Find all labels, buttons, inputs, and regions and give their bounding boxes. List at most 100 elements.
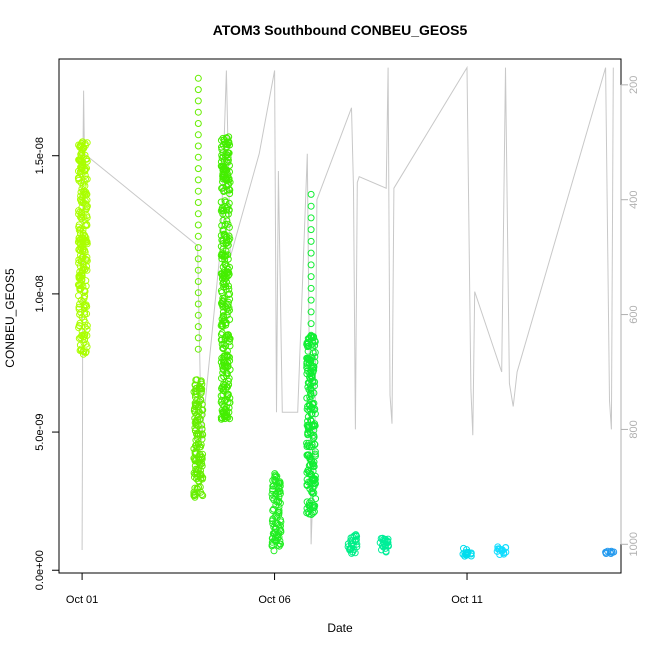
data-point bbox=[194, 131, 202, 139]
data-point bbox=[220, 359, 228, 367]
data-point bbox=[308, 479, 316, 487]
data-point bbox=[194, 470, 202, 478]
data-point bbox=[384, 541, 392, 549]
data-point bbox=[307, 506, 314, 514]
data-point bbox=[75, 271, 83, 279]
data-point bbox=[194, 311, 202, 319]
data-point bbox=[274, 520, 282, 528]
data-point bbox=[194, 255, 202, 263]
data-point bbox=[269, 515, 277, 523]
data-point bbox=[224, 291, 232, 299]
data-point bbox=[190, 490, 198, 498]
data-point bbox=[307, 284, 315, 292]
data-point bbox=[307, 410, 315, 418]
cluster-2 bbox=[194, 74, 202, 353]
data-point bbox=[303, 360, 311, 368]
data-point bbox=[303, 339, 311, 347]
data-point bbox=[309, 423, 316, 431]
data-point bbox=[194, 232, 202, 240]
data-point bbox=[75, 292, 82, 300]
data-point bbox=[221, 335, 229, 343]
data-point bbox=[196, 455, 204, 463]
data-point bbox=[309, 489, 317, 497]
data-point bbox=[83, 220, 91, 228]
data-point bbox=[378, 546, 385, 554]
x-tick-label: Oct 06 bbox=[258, 594, 290, 606]
data-point bbox=[306, 499, 313, 507]
data-point bbox=[194, 278, 202, 285]
data-point bbox=[307, 356, 315, 364]
data-point bbox=[78, 149, 85, 157]
data-point bbox=[77, 166, 85, 174]
data-point bbox=[221, 220, 229, 228]
cluster-8 bbox=[376, 534, 392, 556]
data-point bbox=[348, 549, 356, 557]
data-point bbox=[191, 427, 199, 435]
data-point bbox=[194, 142, 202, 150]
data-point bbox=[80, 316, 88, 324]
data-point bbox=[344, 543, 352, 551]
data-point bbox=[199, 431, 207, 439]
data-point bbox=[77, 251, 84, 259]
data-point bbox=[194, 473, 202, 481]
data-point bbox=[218, 299, 225, 307]
cluster-0 bbox=[74, 138, 91, 358]
data-point bbox=[219, 174, 227, 181]
data-point bbox=[269, 534, 277, 542]
cluster-9 bbox=[459, 544, 475, 560]
data-point bbox=[269, 482, 277, 490]
data-point bbox=[224, 203, 232, 211]
data-point bbox=[310, 366, 318, 374]
cluster-1 bbox=[190, 376, 207, 501]
data-point bbox=[198, 385, 206, 393]
data-point bbox=[81, 248, 89, 256]
pressure-track-layer bbox=[81, 65, 614, 551]
cluster-6 bbox=[307, 190, 315, 339]
data-point bbox=[500, 550, 508, 558]
data-point bbox=[196, 459, 204, 467]
cluster-10 bbox=[493, 543, 510, 558]
data-point bbox=[220, 380, 228, 388]
data-point bbox=[384, 537, 391, 545]
chart-title: ATOM3 Southbound CONBEU_GEOS5 bbox=[213, 22, 468, 38]
data-point bbox=[225, 304, 233, 312]
data-point bbox=[219, 312, 227, 320]
data-point bbox=[194, 300, 202, 308]
data-point bbox=[217, 415, 225, 423]
data-point bbox=[194, 210, 202, 218]
data-point bbox=[303, 364, 311, 371]
data-point bbox=[307, 190, 315, 198]
data-point bbox=[222, 303, 230, 311]
data-point bbox=[193, 384, 201, 392]
data-point bbox=[83, 139, 91, 147]
data-point bbox=[307, 296, 315, 304]
data-point bbox=[81, 265, 89, 273]
data-point bbox=[225, 133, 233, 141]
data-point bbox=[311, 475, 319, 483]
data-point bbox=[225, 206, 233, 214]
data-point bbox=[381, 535, 389, 543]
data-point bbox=[81, 151, 89, 159]
data-point bbox=[218, 222, 226, 230]
data-point bbox=[462, 551, 470, 559]
data-point bbox=[223, 217, 231, 225]
data-point bbox=[82, 175, 89, 183]
data-point bbox=[191, 408, 199, 416]
data-point bbox=[275, 498, 283, 506]
data-point bbox=[75, 256, 83, 264]
data-point bbox=[194, 244, 202, 252]
data-point bbox=[348, 544, 356, 552]
data-point bbox=[80, 213, 88, 221]
y-tick-label: 5.0e-09 bbox=[34, 413, 46, 450]
data-point bbox=[80, 266, 88, 274]
data-point bbox=[194, 165, 202, 173]
data-point bbox=[194, 477, 202, 485]
data-point bbox=[220, 157, 228, 165]
data-point bbox=[310, 463, 318, 470]
data-point bbox=[217, 198, 225, 206]
data-point bbox=[197, 395, 205, 403]
data-point bbox=[217, 287, 225, 295]
y2-tick-label: 200 bbox=[628, 76, 640, 94]
data-point bbox=[270, 505, 278, 513]
